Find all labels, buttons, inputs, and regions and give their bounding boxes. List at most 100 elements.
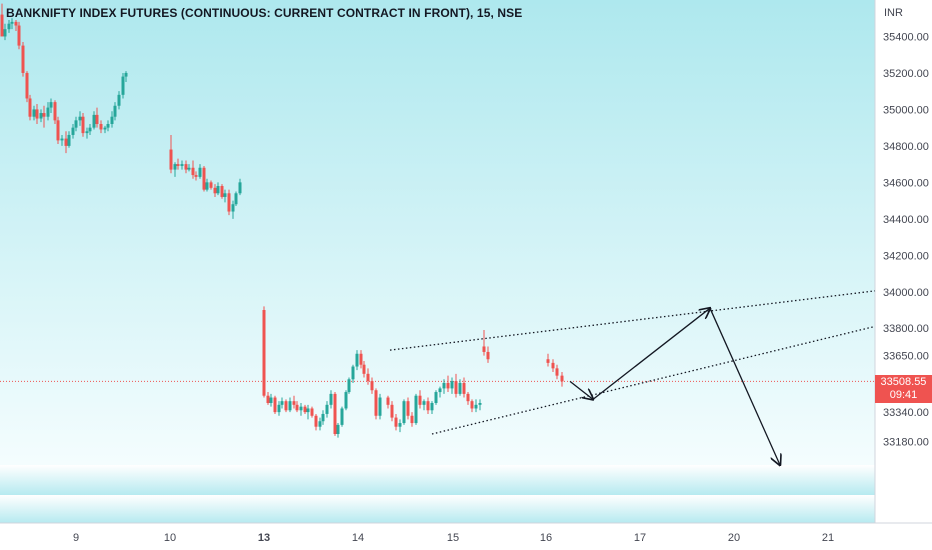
candle-body	[88, 127, 92, 132]
candle-body	[362, 364, 366, 374]
candle	[466, 392, 470, 405]
candle	[359, 350, 363, 369]
y-tick-label: 35000.00	[883, 104, 929, 116]
candle	[470, 399, 474, 413]
last-price-value: 33508.55	[880, 376, 927, 388]
candle-body	[81, 116, 85, 134]
candle-body	[442, 382, 446, 389]
projection-arrow[interactable]	[592, 308, 710, 400]
candle-body	[299, 406, 303, 411]
candle-body	[238, 182, 242, 194]
projection-arrow[interactable]	[569, 380, 593, 399]
y-tick-label: 34600.00	[883, 177, 929, 189]
candle	[333, 392, 337, 436]
candle	[299, 403, 303, 416]
candle-body	[366, 373, 370, 382]
candle	[14, 20, 18, 31]
candle	[213, 184, 217, 197]
candle	[321, 410, 325, 425]
candle	[450, 377, 454, 394]
candle	[184, 160, 188, 174]
candle-body	[74, 120, 78, 128]
candle-body	[60, 138, 64, 141]
candle-body	[71, 127, 75, 135]
candle	[362, 361, 366, 378]
candle	[434, 390, 438, 405]
candle-body	[470, 401, 474, 409]
candle-body	[103, 127, 107, 130]
candle	[418, 390, 422, 409]
candle	[262, 306, 266, 398]
x-tick-label: 20	[728, 532, 740, 544]
candle-body	[234, 193, 238, 205]
candle-body	[17, 25, 21, 46]
candle-body	[184, 164, 188, 170]
candle-body	[169, 149, 173, 170]
candle-body	[474, 404, 478, 409]
candle	[39, 109, 43, 123]
candle	[3, 23, 7, 41]
projection-arrow[interactable]	[709, 307, 780, 465]
candle-body	[231, 204, 235, 212]
candle-body	[198, 167, 202, 177]
candle	[64, 131, 68, 154]
candle	[546, 353, 550, 367]
candle	[325, 401, 329, 418]
candle	[394, 413, 398, 431]
y-tick-label: 34200.00	[883, 250, 929, 262]
candle	[478, 399, 482, 411]
candle-body	[209, 182, 213, 188]
candle	[67, 131, 71, 148]
candle-body	[32, 109, 36, 117]
candle	[169, 134, 173, 174]
candle	[310, 406, 314, 418]
x-tick-label: 21	[822, 532, 834, 544]
bar-countdown: 09:41	[889, 389, 918, 401]
candle-body	[42, 113, 46, 117]
candle-body	[370, 381, 374, 391]
candle	[366, 368, 370, 385]
candle-body	[355, 353, 359, 367]
candle-body	[223, 193, 227, 197]
candle-body	[21, 45, 25, 73]
candle-body	[410, 415, 414, 424]
candle	[71, 124, 75, 139]
x-tick-label: 15	[447, 532, 459, 544]
channel-line[interactable]	[389, 290, 876, 351]
candle-body	[121, 76, 125, 95]
candle-body	[450, 381, 454, 389]
candle	[303, 404, 307, 414]
candle-body	[25, 72, 29, 99]
candle-body	[194, 175, 198, 177]
candle	[370, 377, 374, 394]
candle	[288, 397, 292, 413]
candle-body	[303, 406, 307, 413]
candle	[551, 359, 555, 372]
candle-body	[106, 124, 110, 128]
candle-body	[329, 393, 333, 405]
candle	[458, 379, 462, 396]
candle-body	[35, 109, 39, 119]
chart-title: BANKNIFTY INDEX FUTURES (CONTINUOUS: CUR…	[6, 6, 523, 20]
candle-body	[478, 403, 482, 405]
candle-body	[310, 408, 314, 416]
y-tick-label: 34400.00	[883, 214, 929, 226]
candle-body	[280, 401, 284, 405]
candle-body	[284, 401, 288, 411]
candle	[10, 18, 14, 30]
candle-body	[551, 362, 555, 369]
candle-body	[336, 424, 340, 434]
candle-body	[110, 116, 114, 124]
volume-strip-2	[0, 495, 875, 523]
candle-body	[0, 14, 4, 37]
candle-body	[124, 72, 128, 77]
candle-body	[216, 186, 220, 194]
candle-body	[3, 29, 7, 37]
candle	[329, 390, 333, 409]
candle	[28, 94, 32, 121]
candle-body	[187, 167, 191, 170]
candle	[25, 71, 29, 103]
x-tick-label: 17	[634, 532, 646, 544]
